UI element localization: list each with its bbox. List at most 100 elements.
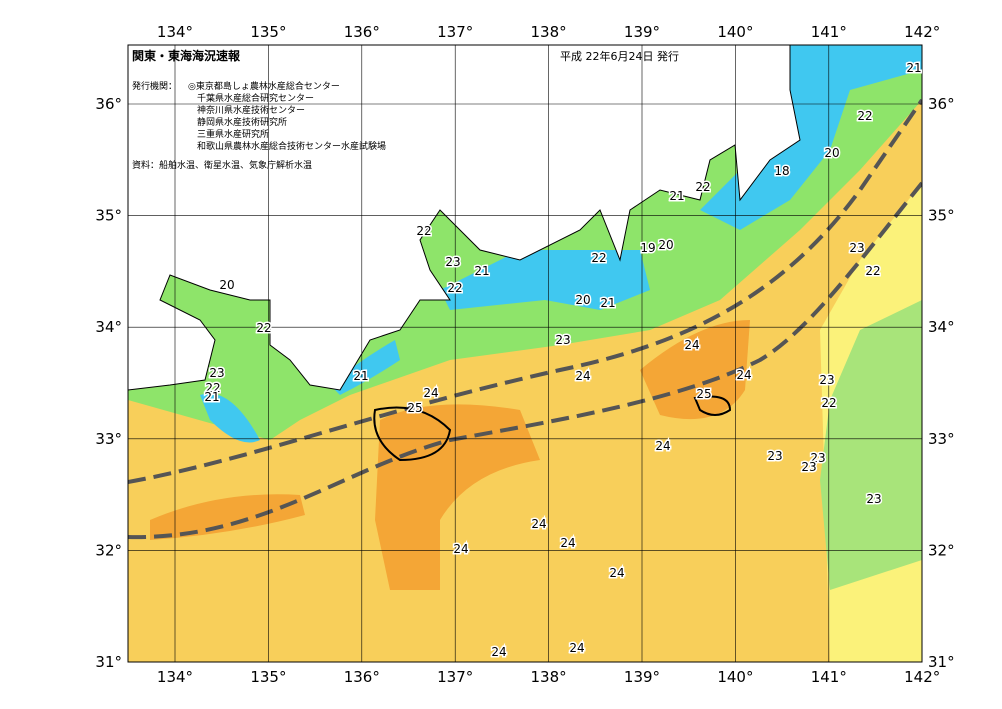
- lat-label: 33°: [95, 430, 122, 448]
- contour-label: 21: [474, 264, 489, 278]
- lat-label: 32°: [95, 541, 122, 559]
- lat-label: 35°: [928, 207, 955, 225]
- lat-label: 36°: [928, 95, 955, 113]
- issuer: 神奈川県水産技術センター: [197, 104, 305, 116]
- issuers-label: 発行機関：: [132, 80, 177, 92]
- contour-label: 23: [445, 255, 460, 269]
- lon-label: 141°: [811, 668, 847, 686]
- contour-label: 24: [491, 645, 506, 659]
- contour-label: 23: [866, 492, 881, 506]
- sea-green: [820, 300, 922, 590]
- lat-label: 31°: [95, 653, 122, 671]
- contour-label: 22: [695, 180, 710, 194]
- lon-label: 138°: [531, 668, 567, 686]
- lon-label: 136°: [344, 23, 380, 41]
- contour-label: 24: [684, 338, 699, 352]
- kuroshio-axis: [128, 98, 922, 484]
- issuer: 三重県水産研究所: [197, 128, 269, 140]
- lat-label: 36°: [95, 95, 122, 113]
- lat-label: 34°: [95, 318, 122, 336]
- source: 資料：船舶水温、衛星水温、気象庁解析水温: [132, 159, 312, 171]
- contour-label: 23: [801, 460, 816, 474]
- contour-label: 21: [669, 189, 684, 203]
- contour-label: 21: [353, 369, 368, 383]
- lon-label: 140°: [717, 668, 753, 686]
- issuer: 千葉県水産総合研究センター: [197, 92, 314, 104]
- lon-label: 142°: [904, 668, 940, 686]
- kuroshio-axis: [128, 181, 922, 540]
- lat-label: 32°: [928, 541, 955, 559]
- lon-label: 135°: [250, 23, 286, 41]
- contour-label: 23: [819, 373, 834, 387]
- contour-label: 24: [655, 439, 670, 453]
- issuer: 静岡県水産技術研究所: [197, 116, 287, 128]
- contour-label: 24: [453, 542, 468, 556]
- contour-label: 25: [407, 401, 422, 415]
- contour-25: [373, 406, 452, 462]
- contour-label: 22: [821, 396, 836, 410]
- sea-cold: [440, 250, 650, 310]
- contour-label: 22: [416, 224, 431, 238]
- lon-label: 136°: [344, 668, 380, 686]
- contour-label: 23: [849, 241, 864, 255]
- graticule: 134° 134° 135° 135° 136° 136° 137° 137° 138° 138°…: [95, 23, 954, 686]
- contour-label: 21: [600, 296, 615, 310]
- sea-cold: [330, 340, 400, 395]
- issuer: 和歌山県農林水産総合技術センター水産試験場: [197, 140, 386, 152]
- contour-label: 24: [531, 517, 546, 531]
- contour-label: 21: [906, 61, 921, 75]
- contour-25: [693, 395, 732, 416]
- contour-label: 23: [810, 451, 825, 465]
- contour-label: 23: [209, 366, 224, 380]
- map-area: [128, 45, 922, 662]
- contour-label: 18: [774, 164, 789, 178]
- lon-label: 135°: [250, 668, 286, 686]
- contour-label: 22: [865, 264, 880, 278]
- contour-label: 23: [767, 449, 782, 463]
- lon-label: 134°: [157, 668, 193, 686]
- contour-label: 20: [658, 238, 673, 252]
- contour-label: 24: [609, 566, 624, 580]
- lon-label: 137°: [437, 668, 473, 686]
- lat-label: 35°: [95, 207, 122, 225]
- contour-label: 24: [423, 386, 438, 400]
- sea-cold: [700, 45, 922, 230]
- title: 関東・東海海況速報: [132, 48, 241, 63]
- sea-cold: [200, 393, 260, 443]
- map-frame: [127, 44, 923, 663]
- lon-label: 139°: [624, 668, 660, 686]
- lat-label: 33°: [928, 430, 955, 448]
- lat-label: 34°: [928, 318, 955, 336]
- lon-label: 138°: [531, 23, 567, 41]
- lon-label: 137°: [437, 23, 473, 41]
- contour-label: 19: [640, 241, 655, 255]
- issuers: ◎東京都島しょ農林水産総合センター千葉県水産総合研究センター神奈川県水産技術セン…: [188, 80, 386, 152]
- contour-label: 20: [824, 146, 839, 160]
- issuer: ◎東京都島しょ農林水産総合センター: [188, 80, 340, 92]
- contour-label: 24: [736, 368, 751, 382]
- lat-label: 31°: [928, 653, 955, 671]
- lon-label: 139°: [624, 23, 660, 41]
- contour-label: 22: [591, 251, 606, 265]
- lon-label: 140°: [717, 23, 753, 41]
- contour-label: 23: [555, 333, 570, 347]
- sea-orange: [150, 494, 305, 540]
- contour-label: 24: [575, 369, 590, 383]
- contour-label: 25: [696, 387, 711, 401]
- contour-label: 20: [575, 293, 590, 307]
- contour-label: 22: [256, 321, 271, 335]
- issue-date: 平成 22年6月24日 発行: [560, 49, 679, 63]
- contour-label: 20: [219, 278, 234, 292]
- lon-label: 142°: [904, 23, 940, 41]
- contour-label: 22: [447, 281, 462, 295]
- contour-label: 22: [857, 109, 872, 123]
- lon-label: 134°: [157, 23, 193, 41]
- contour-label: 24: [569, 641, 584, 655]
- land: [128, 45, 801, 391]
- contour-label: 22: [205, 381, 220, 395]
- lon-label: 141°: [811, 23, 847, 41]
- contour-label: 21: [204, 390, 219, 404]
- contour-label: 24: [560, 536, 575, 550]
